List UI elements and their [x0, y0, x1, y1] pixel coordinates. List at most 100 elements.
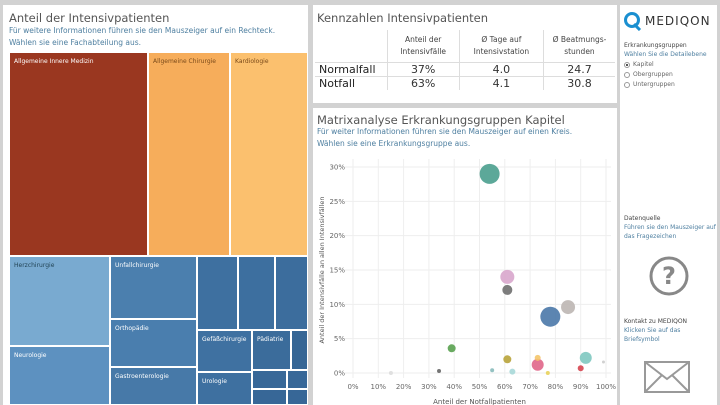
radio-option[interactable]: Untergruppen: [624, 80, 675, 90]
scatter-point[interactable]: [561, 300, 576, 315]
treemap-cell[interactable]: Urologie: [197, 372, 252, 405]
cell: 4.1: [458, 76, 544, 90]
corner: [315, 30, 387, 63]
filter-subtitle: Wählen Sie die Detailebene: [624, 51, 707, 58]
treemap-cell[interactable]: Pädiatrie: [252, 330, 291, 370]
radio-option[interactable]: Obergruppen: [624, 70, 675, 80]
y-tick-label: 5%: [334, 335, 345, 343]
radio-button[interactable]: [624, 62, 630, 68]
x-tick-label: 90%: [573, 383, 589, 391]
scatter-point[interactable]: [503, 355, 512, 364]
contact-title: Kontakt zu MEDIQON: [624, 318, 688, 325]
matrix-panel: Matrixanalyse Erkrankungsgruppen Kapitel…: [313, 108, 617, 405]
cell: 24.7: [542, 62, 615, 77]
x-tick-label: 60%: [497, 383, 513, 391]
x-tick-label: 10%: [371, 383, 387, 391]
side-panel: MEDIQON Erkrankungsgruppen Wählen Sie di…: [620, 5, 717, 405]
radio-button[interactable]: [624, 72, 630, 78]
y-tick-label: 30%: [329, 164, 345, 172]
logo-q-icon: [624, 12, 642, 31]
scatter-point[interactable]: [502, 284, 513, 295]
col-header: Ø Tage auf Intensivstation: [458, 30, 544, 63]
radio-label: Kapitel: [633, 61, 654, 68]
col-header: Anteil der Intensivfälle: [386, 30, 460, 63]
y-tick-label: 25%: [329, 198, 345, 206]
x-tick-label: 100%: [596, 383, 616, 391]
treemap-cell[interactable]: [197, 256, 238, 330]
x-tick-label: 80%: [548, 383, 564, 391]
y-tick-label: 15%: [329, 267, 345, 275]
subtitle-line: Wählen sie eine Erkrankungsgruppe aus.: [317, 139, 471, 148]
cell: 63%: [386, 76, 460, 90]
x-tick-label: 20%: [396, 383, 412, 391]
logo-text: MEDIQON: [645, 14, 711, 28]
treemap-cell[interactable]: [291, 330, 308, 370]
treemap-cell[interactable]: Gastroenterologie: [110, 367, 197, 405]
scatter-point[interactable]: [601, 360, 605, 364]
table-row: Notfall 63% 4.1 30.8: [315, 76, 615, 90]
treemap-title: Anteil der Intensivpatienten: [9, 11, 170, 25]
treemap-cell[interactable]: [287, 370, 308, 389]
scatter-point[interactable]: [531, 358, 544, 371]
treemap-cell[interactable]: [252, 389, 287, 405]
subtitle-line: Für weiter Informationen führen sie den …: [317, 127, 573, 136]
row-label: Normalfall: [315, 62, 387, 77]
cell: 4.0: [458, 62, 544, 77]
contact-subtitle: Klicken Sie auf das Briefsymbol: [624, 327, 681, 343]
envelope-icon[interactable]: [644, 361, 690, 393]
filter-title: Erkrankungsgruppen: [624, 42, 687, 49]
mediqon-logo: MEDIQON: [624, 11, 711, 31]
subtitle-line: Für weitere Informationen führen sie den…: [9, 26, 276, 35]
kpi-table: Anteil der Intensivfälle Ø Tage auf Inte…: [315, 30, 615, 90]
treemap-cell[interactable]: [287, 389, 308, 405]
treemap-subtitle: Für weitere Informationen führen sie den…: [9, 25, 275, 49]
subtitle-line: Wählen sie eine Fachabteilung aus.: [9, 38, 142, 47]
treemap-cell[interactable]: Allgemeine Innere Medizin: [9, 52, 148, 256]
scatter-point[interactable]: [500, 269, 515, 284]
scatter-point[interactable]: [490, 368, 495, 373]
question-mark-icon[interactable]: ?: [648, 255, 690, 297]
treemap-cell[interactable]: [238, 256, 275, 330]
scatter-point[interactable]: [545, 371, 550, 375]
treemap-cell[interactable]: Neurologie: [9, 346, 110, 405]
treemap-cell[interactable]: Kardiologie: [230, 52, 308, 256]
y-tick-label: 20%: [329, 232, 345, 240]
radio-label: Obergruppen: [633, 71, 673, 78]
kpi-title: Kennzahlen Intensivpatienten: [317, 11, 489, 25]
x-tick-label: 0%: [347, 383, 358, 391]
scatter-point[interactable]: [540, 306, 561, 327]
treemap-cell[interactable]: Unfallchirurgie: [110, 256, 197, 319]
table-row: Normalfall 37% 4.0 24.7: [315, 62, 615, 77]
treemap-cell[interactable]: [275, 256, 308, 330]
scatter-point[interactable]: [388, 371, 393, 375]
treemap-cell[interactable]: Gefäßchirurgie: [197, 330, 252, 372]
scatter-point[interactable]: [577, 365, 584, 372]
x-tick-label: 40%: [446, 383, 462, 391]
radio-option[interactable]: Kapitel: [624, 60, 675, 70]
y-tick-label: 10%: [329, 301, 345, 309]
x-tick-label: 30%: [421, 383, 437, 391]
source-subtitle: Führen sie den Mauszeiger auf das Fragez…: [624, 224, 716, 240]
col-header: Ø Beatmungs-stunden: [542, 30, 615, 63]
scatter-point[interactable]: [534, 354, 541, 361]
svg-text:?: ?: [662, 262, 676, 290]
treemap-cell[interactable]: [252, 370, 287, 389]
x-axis-label: Anteil der Notfallpatienten: [433, 398, 526, 405]
treemap-cell[interactable]: Orthopädie: [110, 319, 197, 367]
scatter-point[interactable]: [447, 344, 456, 353]
treemap-cell[interactable]: Herzchirurgie: [9, 256, 110, 346]
source-title: Datenquelle: [624, 215, 661, 222]
x-tick-label: 70%: [522, 383, 538, 391]
cell: 37%: [386, 62, 460, 77]
cell: 30.8: [542, 76, 615, 90]
scatter-point[interactable]: [437, 368, 442, 373]
matrix-title: Matrixanalyse Erkrankungsgruppen Kapitel: [317, 113, 565, 127]
scatter-point[interactable]: [479, 163, 500, 184]
treemap-cell[interactable]: Allgemeine Chirurgie: [148, 52, 230, 256]
scatter-point[interactable]: [579, 351, 592, 364]
matrix-subtitle: Für weiter Informationen führen sie den …: [317, 126, 572, 150]
y-tick-label: 0%: [334, 370, 345, 378]
scatter-point[interactable]: [509, 368, 516, 375]
radio-button[interactable]: [624, 82, 630, 88]
radio-label: Untergruppen: [633, 81, 675, 88]
